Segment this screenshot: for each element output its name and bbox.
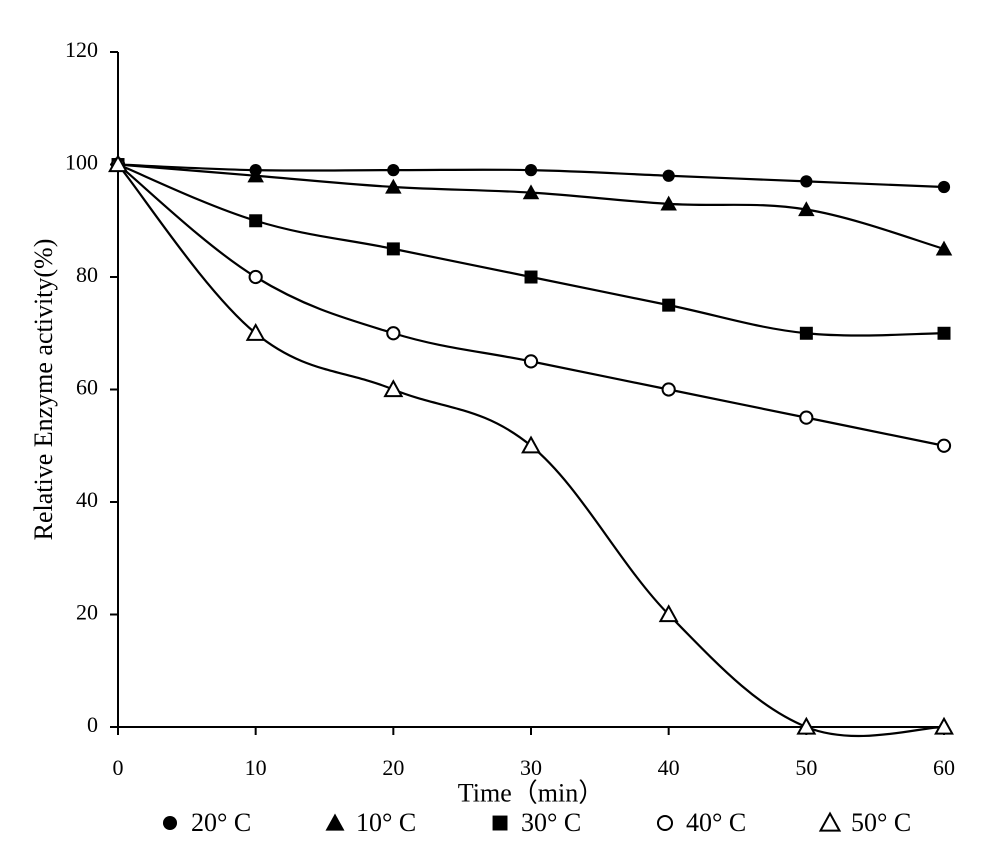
chart-container: 0 20 40 60 80 100 120 0 10 20 30 40 50 60 Time（min） Rel… <box>0 0 1000 865</box>
x-axis-title: Time（min） <box>458 778 604 807</box>
y-tick-label: 60 <box>76 375 98 400</box>
x-tick-label: 0 <box>113 755 124 780</box>
y-tick-label: 100 <box>65 150 98 175</box>
marker-circle-open-icon <box>938 440 950 452</box>
y-axis-title: Relative Enzyme activity(%) <box>29 239 58 541</box>
marker-circle-filled-icon <box>163 816 177 830</box>
marker-circle-filled-icon <box>525 164 537 176</box>
legend-label: 30° C <box>521 808 581 837</box>
y-tick-label: 0 <box>87 712 98 737</box>
marker-square-filled-icon <box>525 271 538 284</box>
marker-square-filled-icon <box>800 327 813 340</box>
marker-square-filled-icon <box>662 299 675 312</box>
marker-circle-open-icon <box>525 355 537 367</box>
legend-label: 10° C <box>356 808 416 837</box>
marker-circle-open-icon <box>658 816 672 830</box>
legend-label: 40° C <box>686 808 746 837</box>
marker-square-filled-icon <box>493 816 508 831</box>
marker-circle-open-icon <box>387 327 399 339</box>
marker-circle-filled-icon <box>387 164 399 176</box>
y-tick-label: 80 <box>76 262 98 287</box>
x-tick-label: 30 <box>520 755 542 780</box>
y-tick-label: 20 <box>76 600 98 625</box>
y-tick-label: 120 <box>65 37 98 62</box>
y-tick-label: 40 <box>76 487 98 512</box>
marker-square-filled-icon <box>387 242 400 255</box>
legend-label: 20° C <box>191 808 251 837</box>
x-tick-label: 40 <box>658 755 680 780</box>
x-tick-label: 60 <box>933 755 955 780</box>
enzyme-activity-chart: 0 20 40 60 80 100 120 0 10 20 30 40 50 60 Time（min） Rel… <box>0 0 1000 865</box>
legend-label: 50° C <box>851 808 911 837</box>
marker-circle-filled-icon <box>800 175 812 187</box>
x-tick-label: 20 <box>382 755 404 780</box>
marker-circle-filled-icon <box>663 170 675 182</box>
marker-circle-filled-icon <box>938 181 950 193</box>
marker-circle-open-icon <box>250 271 262 283</box>
marker-square-filled-icon <box>938 327 951 340</box>
x-tick-label: 50 <box>795 755 817 780</box>
marker-square-filled-icon <box>249 214 262 227</box>
x-tick-label: 10 <box>245 755 267 780</box>
marker-circle-open-icon <box>663 383 675 395</box>
marker-circle-open-icon <box>800 412 812 424</box>
